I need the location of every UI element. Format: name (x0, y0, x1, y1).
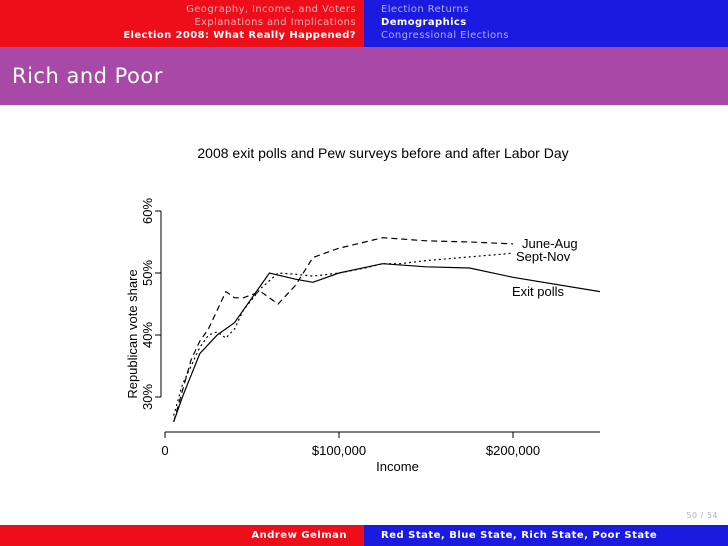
x-tick-label: $100,000 (312, 443, 366, 458)
series-label-june-aug: June-Aug (522, 236, 578, 251)
series-line-exit-polls (173, 263, 601, 422)
chart-container: 2008 exit polls and Pew surveys before a… (0, 120, 728, 490)
series-line-june-aug (173, 237, 514, 422)
nav-section-geography[interactable]: Geography, Income, and Voters (186, 4, 356, 15)
y-tick-label: 40% (140, 322, 155, 348)
nav-subsection-demographics[interactable]: Demographics (381, 17, 467, 28)
y-tick-label: 30% (140, 384, 155, 410)
chart-svg: 2008 exit polls and Pew surveys before a… (125, 145, 601, 474)
series-label-sept-nov: Sept-Nov (516, 249, 571, 264)
header-left-sections: Geography, Income, and Voters Explanatio… (0, 0, 364, 47)
footer-author: Andrew Gelman (0, 525, 364, 546)
x-axis-label: Income (376, 459, 419, 474)
footer-talk-title: Red State, Blue State, Rich State, Poor … (364, 525, 728, 546)
nav-section-explanations[interactable]: Explanations and Implications (194, 17, 356, 28)
y-tick-label: 60% (140, 198, 155, 224)
frame-title: Rich and Poor (12, 64, 163, 88)
y-tick-label: 50% (140, 260, 155, 286)
nav-subsection-congressional[interactable]: Congressional Elections (381, 30, 509, 41)
x-tick-label: 0 (161, 443, 168, 458)
chart-title: 2008 exit polls and Pew surveys before a… (197, 145, 568, 161)
x-tick-label: $200,000 (486, 443, 540, 458)
y-axis-label: Republican vote share (125, 269, 140, 398)
series-label-exit-polls: Exit polls (512, 284, 565, 299)
footer-bar: Andrew Gelman Red State, Blue State, Ric… (0, 525, 728, 546)
header-right-subsections: Election Returns Demographics Congressio… (364, 0, 728, 47)
header-navigation: Geography, Income, and Voters Explanatio… (0, 0, 728, 47)
nav-section-election-2008[interactable]: Election 2008: What Really Happened? (123, 30, 356, 41)
frame-title-bar: Rich and Poor (0, 47, 728, 105)
series-line-sept-nov (173, 252, 514, 416)
nav-subsection-election-returns[interactable]: Election Returns (381, 4, 469, 15)
page-number: 50 / 54 (686, 511, 718, 520)
